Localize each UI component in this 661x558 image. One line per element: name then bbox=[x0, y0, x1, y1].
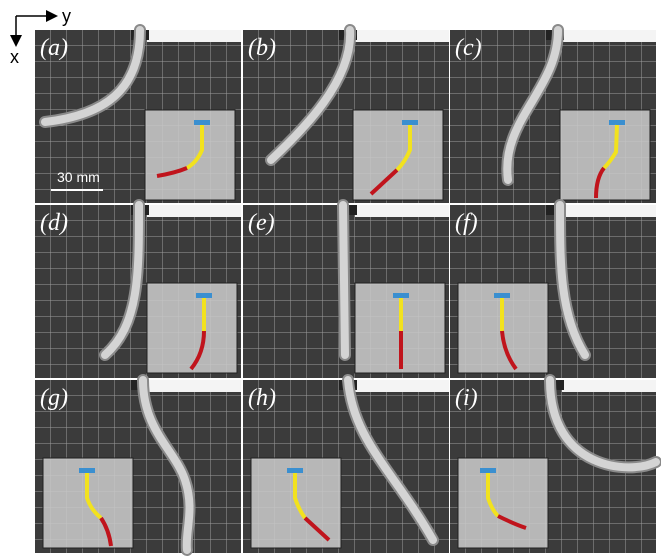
base-marker bbox=[196, 293, 212, 298]
base-marker bbox=[609, 120, 625, 125]
inset bbox=[43, 458, 133, 548]
clamp-plate bbox=[355, 380, 449, 392]
clamp-plate bbox=[562, 380, 656, 392]
inset bbox=[147, 283, 237, 373]
inset-background bbox=[353, 110, 443, 200]
base-marker bbox=[393, 293, 409, 298]
base-marker bbox=[402, 120, 418, 125]
base-marker bbox=[287, 468, 303, 473]
photo-panel: (f) bbox=[450, 205, 656, 378]
clamp-plate bbox=[147, 30, 241, 42]
base-marker bbox=[480, 468, 496, 473]
inset-background bbox=[147, 283, 237, 373]
clamp-plate bbox=[147, 380, 241, 392]
panel-label: (f) bbox=[455, 210, 478, 236]
inset bbox=[458, 458, 548, 548]
panel-label: (e) bbox=[248, 210, 275, 236]
base-marker bbox=[194, 120, 210, 125]
inset-background bbox=[145, 110, 235, 200]
x-axis-label: x bbox=[10, 47, 19, 67]
inset bbox=[145, 110, 235, 200]
base-marker bbox=[79, 468, 95, 473]
tube bbox=[343, 205, 345, 355]
inset bbox=[458, 283, 548, 373]
inset-background bbox=[560, 110, 650, 200]
clamp-plate bbox=[147, 205, 241, 217]
clamp-plate bbox=[355, 205, 449, 217]
base-marker bbox=[494, 293, 510, 298]
photo-panel: (i) bbox=[450, 380, 656, 553]
figure: y x (a) 30 mm (b) (c) (d) (e) (f) (g) (h) (i) bbox=[0, 0, 661, 558]
inset bbox=[355, 283, 445, 373]
panel-label: (g) bbox=[40, 385, 68, 411]
clamp-plate bbox=[562, 30, 656, 42]
photo-panel: (a) 30 mm bbox=[35, 30, 241, 203]
clamp-plate bbox=[562, 205, 656, 217]
photo-panel: (e) bbox=[243, 205, 449, 378]
photo-panel: (b) bbox=[243, 30, 449, 203]
scale-bar-label: 30 mm bbox=[57, 169, 100, 185]
inset bbox=[560, 110, 650, 200]
panel-label: (i) bbox=[455, 385, 478, 411]
inset bbox=[353, 110, 443, 200]
photo-panel: (h) bbox=[243, 380, 449, 553]
clamp-plate bbox=[355, 30, 449, 42]
photo-panel: (c) bbox=[450, 30, 656, 203]
inset-background bbox=[458, 458, 548, 548]
y-axis-label: y bbox=[62, 6, 71, 26]
inset bbox=[251, 458, 341, 548]
panel-label: (d) bbox=[40, 210, 68, 236]
panel-grid: (a) 30 mm (b) (c) (d) (e) (f) (g) (h) (i) bbox=[35, 30, 656, 553]
photo-panel: (g) bbox=[35, 380, 241, 553]
photo-panel: (d) bbox=[35, 205, 241, 378]
panel-label: (b) bbox=[248, 35, 276, 61]
panel-label: (c) bbox=[455, 35, 482, 61]
panel-label: (a) bbox=[40, 35, 68, 61]
panel-label: (h) bbox=[248, 385, 276, 411]
